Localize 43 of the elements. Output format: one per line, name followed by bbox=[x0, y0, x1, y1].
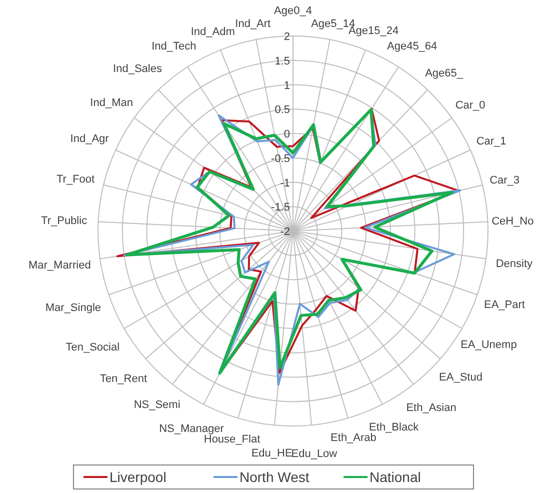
spoke-label: Car_1 bbox=[476, 135, 506, 148]
y-tick-label: 1 bbox=[284, 80, 290, 92]
legend-label: National bbox=[370, 469, 421, 485]
y-tick-label: 0 bbox=[284, 128, 290, 140]
spoke-label: Edu_Low bbox=[291, 448, 338, 460]
legend-label: North West bbox=[240, 469, 310, 485]
spoke-label: Age45_64 bbox=[387, 40, 438, 53]
spoke-label: Age0_4 bbox=[274, 5, 312, 17]
spoke-label: Mar_Married bbox=[28, 260, 91, 272]
spoke-label: Ind_Art bbox=[235, 18, 271, 30]
spoke-label: NS_Semi bbox=[134, 398, 180, 411]
spoke-label: Density bbox=[496, 258, 534, 270]
spoke-label: CeH_No bbox=[492, 216, 534, 228]
y-tick-label: -1 bbox=[280, 177, 290, 190]
legend-label: Liverpool bbox=[110, 469, 166, 485]
spoke-label: NS_Manager bbox=[159, 422, 224, 435]
spoke-label: Eth_Arab bbox=[330, 432, 376, 444]
spoke-label: Age65_ bbox=[425, 68, 464, 80]
spoke-label: EA_Unemp bbox=[460, 338, 517, 351]
spoke-label: Car_3 bbox=[490, 174, 520, 187]
spoke-label: Car_0 bbox=[455, 100, 486, 112]
spoke-label: House_Flat bbox=[204, 434, 260, 446]
spoke-label: Tr_Foot bbox=[56, 173, 95, 186]
spoke-label: Ind_Tech bbox=[152, 40, 196, 53]
spoke-label: Eth_Black bbox=[369, 422, 420, 434]
y-tick-label: -0.5 bbox=[271, 152, 290, 165]
spoke-label: Tr_Public bbox=[41, 215, 88, 228]
y-tick-label: -1.5 bbox=[271, 202, 290, 214]
y-tick-label: -2 bbox=[280, 226, 290, 238]
y-tick-label: 2 bbox=[284, 31, 290, 43]
spoke-label: Ind_Man bbox=[90, 96, 133, 109]
spoke-label: EA_Stud bbox=[439, 371, 482, 384]
spoke-label: Mar_Single bbox=[45, 302, 102, 314]
spoke-label: Ind_Agr bbox=[70, 133, 110, 146]
spoke-label: EA_Part bbox=[484, 299, 525, 312]
spoke-label: Eth_Asian bbox=[406, 402, 456, 414]
spoke-label: Edu_HE bbox=[251, 448, 292, 460]
spoke-label: Ten_Social bbox=[66, 342, 120, 354]
spoke-label: Ind_Sales bbox=[113, 62, 162, 75]
y-tick-label: 0.5 bbox=[274, 104, 290, 116]
spoke-label: Ten_Rent bbox=[100, 372, 148, 385]
y-tick-label: 1.5 bbox=[274, 55, 290, 68]
spoke-label: Ind_Adm bbox=[190, 26, 235, 38]
